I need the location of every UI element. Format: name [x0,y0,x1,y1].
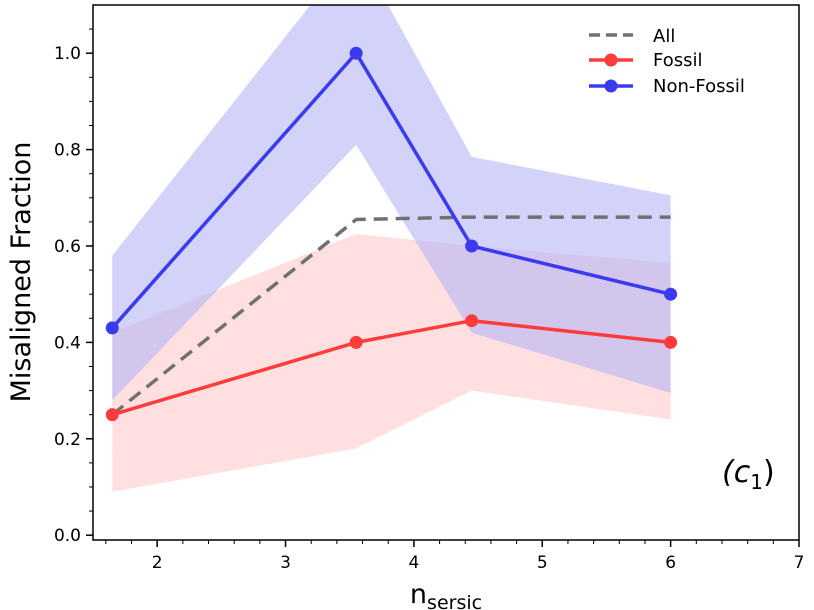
fossil-point [465,314,479,328]
series-lines [110,51,672,417]
y-axis-ticks: 0.0 0.2 0.4 0.6 0.8 1.0 [54,28,93,546]
fossil-point [664,335,678,349]
x-axis-label-main: n [410,579,427,610]
annotation-subscript: 1 [750,470,763,494]
y-tick-label: 0.6 [54,237,81,257]
panel-annotation: (c1) [722,455,775,494]
fossil-point [105,408,119,422]
non-fossil-point [105,321,119,335]
y-tick-label: 0.4 [54,333,81,353]
all-line [111,215,671,417]
non-fossil-point [349,46,363,60]
x-axis-ticks: 2 3 4 5 6 7 [105,540,805,573]
legend: All Fossil Non-Fossil [589,26,745,97]
legend-label-all: All [653,26,675,47]
x-tick-label: 3 [280,553,291,573]
non-fossil-point [664,287,678,301]
x-tick-label: 2 [152,553,163,573]
legend-label-fossil: Fossil [653,50,702,71]
confidence-bands [112,5,671,492]
annotation-open: (c [722,455,751,490]
y-tick-label: 0.2 [54,430,81,450]
plot-frame [92,4,800,541]
fossil-line [111,318,671,417]
legend-marker-non-fossil [604,79,618,93]
x-tick-label: 4 [408,553,419,573]
annotation-close: ) [763,455,775,490]
legend-label-non-fossil: Non-Fossil [653,76,745,97]
y-tick-label: 1.0 [54,44,81,64]
non-fossil-line [110,51,672,330]
y-tick-label: 0.8 [54,141,81,161]
x-tick-label: 6 [665,553,676,573]
series-markers [105,46,678,422]
y-axis-label: Misaligned Fraction [6,142,37,403]
non-fossil-point [465,239,479,253]
x-axis-label-subscript: sersic [427,592,482,610]
y-tick-label: 0.0 [54,526,81,546]
x-tick-label: 5 [537,553,548,573]
non-fossil-band [112,5,671,401]
fossil-point [349,335,363,349]
x-axis-label: nsersic [410,579,482,610]
x-tick-label: 7 [794,553,805,573]
legend-marker-fossil [604,53,618,67]
